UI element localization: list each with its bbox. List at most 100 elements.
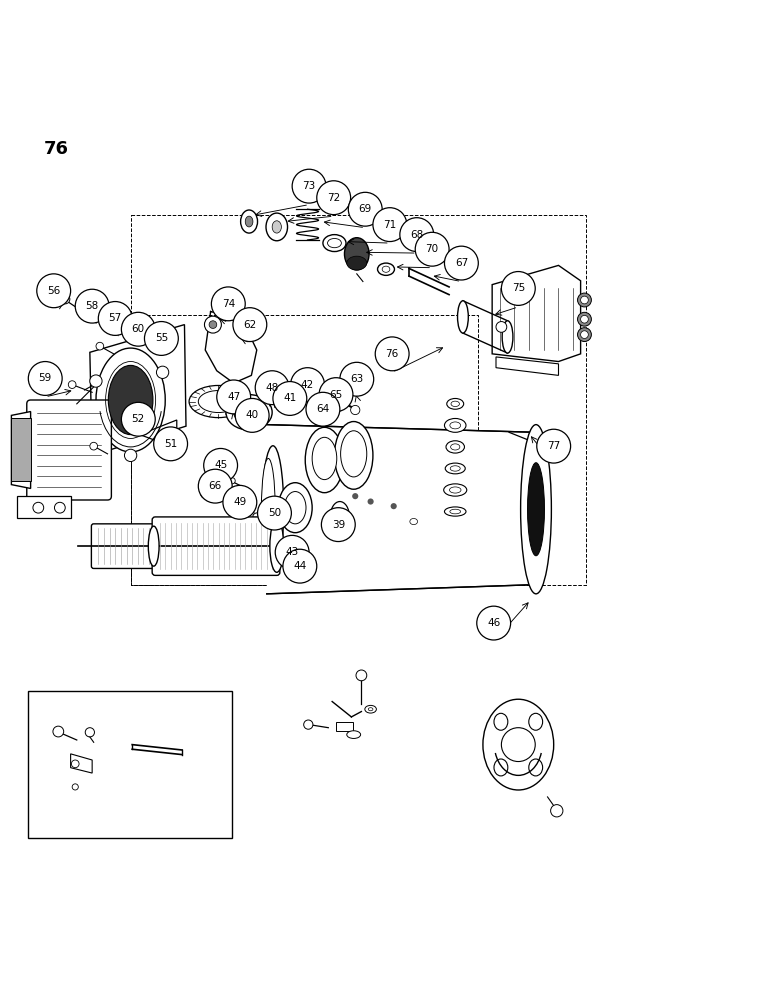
Circle shape <box>256 371 289 405</box>
Circle shape <box>581 315 588 323</box>
Circle shape <box>235 398 269 432</box>
Ellipse shape <box>148 526 159 566</box>
Ellipse shape <box>446 441 465 453</box>
Ellipse shape <box>365 705 377 713</box>
Circle shape <box>90 442 97 450</box>
FancyBboxPatch shape <box>336 722 353 731</box>
Circle shape <box>501 728 535 762</box>
Circle shape <box>37 274 70 308</box>
Circle shape <box>537 429 571 463</box>
Ellipse shape <box>502 321 513 353</box>
Text: 46: 46 <box>487 618 500 628</box>
Ellipse shape <box>245 216 253 227</box>
Circle shape <box>29 362 63 395</box>
Circle shape <box>400 218 434 252</box>
Circle shape <box>319 378 353 412</box>
Circle shape <box>290 368 324 402</box>
Circle shape <box>53 726 64 737</box>
Circle shape <box>340 362 374 396</box>
Text: 56: 56 <box>47 286 60 296</box>
Circle shape <box>367 498 374 505</box>
Polygon shape <box>12 412 31 488</box>
FancyBboxPatch shape <box>80 313 100 319</box>
Text: 55: 55 <box>154 333 168 343</box>
Ellipse shape <box>241 210 258 233</box>
FancyBboxPatch shape <box>27 400 111 500</box>
Ellipse shape <box>450 466 460 471</box>
Circle shape <box>581 296 588 304</box>
Circle shape <box>55 502 66 513</box>
Circle shape <box>154 427 188 461</box>
Circle shape <box>144 322 178 355</box>
Ellipse shape <box>378 263 394 275</box>
Text: 41: 41 <box>283 393 296 403</box>
Text: 45: 45 <box>214 460 227 470</box>
Text: 47: 47 <box>227 392 240 402</box>
Ellipse shape <box>131 322 145 331</box>
Circle shape <box>229 478 235 484</box>
Ellipse shape <box>445 507 466 516</box>
Text: 77: 77 <box>547 441 560 451</box>
Ellipse shape <box>494 759 508 776</box>
Circle shape <box>581 331 588 338</box>
Ellipse shape <box>283 538 294 555</box>
Ellipse shape <box>334 422 373 489</box>
Circle shape <box>258 496 291 530</box>
Polygon shape <box>493 265 581 362</box>
Ellipse shape <box>312 437 337 480</box>
Circle shape <box>352 493 358 499</box>
Ellipse shape <box>447 398 464 409</box>
Ellipse shape <box>96 348 165 452</box>
Ellipse shape <box>262 446 283 573</box>
Text: 42: 42 <box>301 380 314 390</box>
Circle shape <box>273 382 306 415</box>
Text: 58: 58 <box>86 301 99 311</box>
Circle shape <box>321 508 355 542</box>
Circle shape <box>496 322 506 332</box>
Text: 40: 40 <box>245 410 259 420</box>
Circle shape <box>85 728 94 737</box>
Text: 68: 68 <box>410 230 423 240</box>
FancyBboxPatch shape <box>152 517 279 575</box>
Polygon shape <box>70 754 92 773</box>
Ellipse shape <box>201 489 215 499</box>
Circle shape <box>157 366 169 378</box>
Circle shape <box>391 503 397 509</box>
Text: 66: 66 <box>208 481 222 491</box>
Polygon shape <box>90 325 186 455</box>
Circle shape <box>233 308 267 342</box>
Ellipse shape <box>451 401 459 407</box>
Text: 70: 70 <box>425 244 438 254</box>
Ellipse shape <box>261 385 280 399</box>
Circle shape <box>217 380 251 414</box>
Circle shape <box>276 535 309 569</box>
Text: 73: 73 <box>303 181 316 191</box>
Circle shape <box>303 720 313 729</box>
Ellipse shape <box>527 463 544 556</box>
Ellipse shape <box>296 384 313 395</box>
FancyBboxPatch shape <box>12 418 31 481</box>
Circle shape <box>198 469 232 503</box>
Text: 71: 71 <box>383 220 397 230</box>
FancyBboxPatch shape <box>17 496 70 518</box>
Polygon shape <box>267 425 536 594</box>
Ellipse shape <box>494 713 508 730</box>
Ellipse shape <box>340 431 367 477</box>
Text: 76: 76 <box>44 140 69 158</box>
Ellipse shape <box>450 509 461 514</box>
Circle shape <box>214 467 223 476</box>
Circle shape <box>577 328 591 342</box>
Circle shape <box>33 502 44 513</box>
Text: 52: 52 <box>132 414 145 424</box>
Circle shape <box>75 289 109 323</box>
Text: 57: 57 <box>109 313 122 323</box>
Ellipse shape <box>444 484 467 496</box>
Circle shape <box>61 295 69 304</box>
Ellipse shape <box>344 238 369 270</box>
Ellipse shape <box>529 759 543 776</box>
Text: 75: 75 <box>512 283 525 293</box>
Ellipse shape <box>458 301 469 333</box>
Polygon shape <box>496 357 558 375</box>
Circle shape <box>350 405 360 415</box>
Ellipse shape <box>305 427 344 493</box>
